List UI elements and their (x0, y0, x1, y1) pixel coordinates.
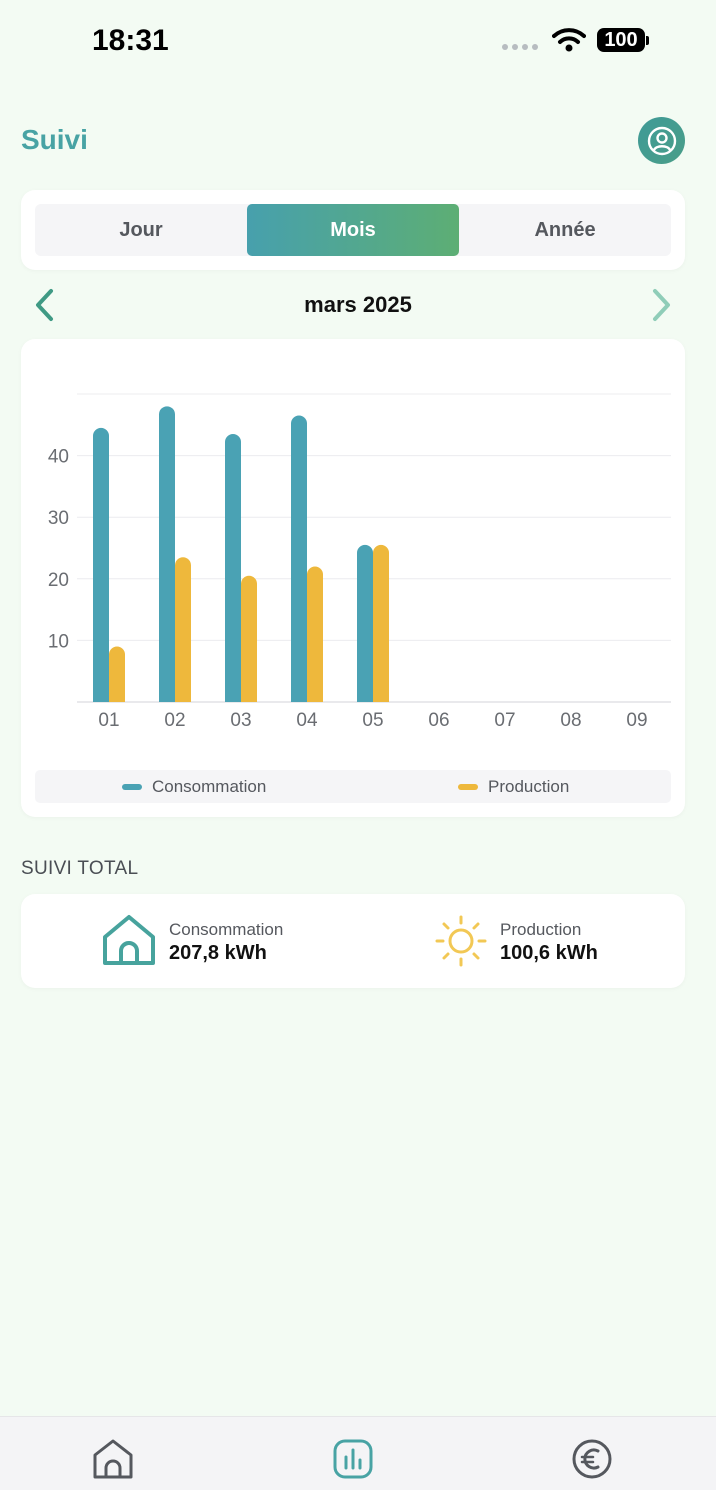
period-selector-card: Jour Mois Année (21, 190, 685, 270)
cellular-signal-icon (502, 44, 538, 50)
legend-label-production: Production (488, 776, 570, 796)
x-tick-label: 06 (428, 710, 449, 731)
nav-home[interactable] (91, 1437, 135, 1481)
house-icon (103, 915, 155, 965)
totals-card: Consommation 207,8 kWh Production 100,6 … (21, 894, 685, 988)
bar-production-05 (373, 544, 389, 702)
status-time: 18:31 (92, 24, 169, 57)
total-consumption-label: Consommation (169, 920, 284, 939)
x-tick-label: 01 (98, 710, 119, 731)
chevron-left-icon (36, 289, 53, 321)
tab-annee[interactable]: Année (534, 219, 596, 241)
chevron-right-icon (653, 289, 670, 321)
y-tick-label: 30 (48, 508, 69, 529)
battery-cap (646, 36, 649, 45)
nav-suivi[interactable] (331, 1437, 375, 1481)
total-production-text: Production 100,6 kWh (500, 920, 598, 965)
euro-icon (572, 1439, 612, 1479)
section-title-totals: SUIVI TOTAL (21, 858, 139, 879)
x-tick-label: 09 (626, 710, 647, 731)
wifi-icon (552, 28, 586, 52)
bar-consumption-03 (225, 434, 241, 702)
x-tick-label: 03 (230, 710, 251, 731)
legend-item-production: Production (458, 770, 569, 803)
total-consumption-value: 207,8 kWh (169, 942, 267, 964)
legend-item-consumption: Consommation (122, 770, 266, 803)
bar-production-02 (175, 557, 191, 702)
home-icon (93, 1439, 133, 1479)
bar-consumption-04 (291, 415, 307, 702)
bar-consumption-01 (93, 427, 109, 702)
x-tick-label: 02 (164, 710, 185, 731)
profile-button[interactable] (638, 117, 685, 164)
sun-icon (435, 915, 487, 967)
legend-swatch-consumption (122, 783, 142, 790)
battery-icon: 100 (597, 28, 645, 52)
chart-card: 10 20 30 40 01 02 03 04 05 06 07 08 09 Consommation … (21, 339, 685, 817)
nav-billing[interactable] (570, 1437, 614, 1481)
previous-period-button[interactable] (30, 288, 60, 322)
total-production-label: Production (500, 920, 582, 939)
y-tick-label: 40 (48, 447, 69, 468)
bottom-nav (0, 1416, 716, 1490)
period-label: mars 2025 (304, 292, 412, 317)
chart-legend: Consommation Production (35, 770, 671, 803)
user-circle-icon (647, 126, 676, 155)
total-consumption-text: Consommation 207,8 kWh (169, 920, 283, 965)
period-selector: Jour Mois Année (35, 204, 671, 256)
bar-chart-icon (333, 1439, 373, 1479)
x-tick-label: 04 (296, 710, 318, 731)
legend-swatch-production (458, 783, 478, 790)
legend-label-consumption: Consommation (152, 776, 267, 796)
status-bar: 18:31 100 (0, 0, 716, 80)
bar-consumption-02 (159, 406, 175, 702)
bar-production-04 (307, 566, 323, 702)
total-production-value: 100,6 kWh (500, 942, 598, 964)
bar-chart: 10 20 30 40 01 02 03 04 05 06 07 08 09 (48, 393, 671, 731)
x-tick-label: 08 (560, 710, 581, 731)
y-tick-label: 20 (48, 570, 69, 591)
y-tick-label: 10 (48, 631, 69, 652)
page-title: Suivi (21, 124, 88, 155)
bar-production-03 (241, 575, 257, 702)
bar-consumption-05 (357, 544, 373, 702)
bar-production-01 (109, 646, 125, 702)
next-period-button[interactable] (646, 288, 676, 322)
x-tick-label: 07 (494, 710, 515, 731)
tab-mois[interactable]: Mois (247, 204, 459, 256)
x-tick-label: 05 (362, 710, 383, 731)
tab-jour[interactable]: Jour (119, 219, 163, 241)
